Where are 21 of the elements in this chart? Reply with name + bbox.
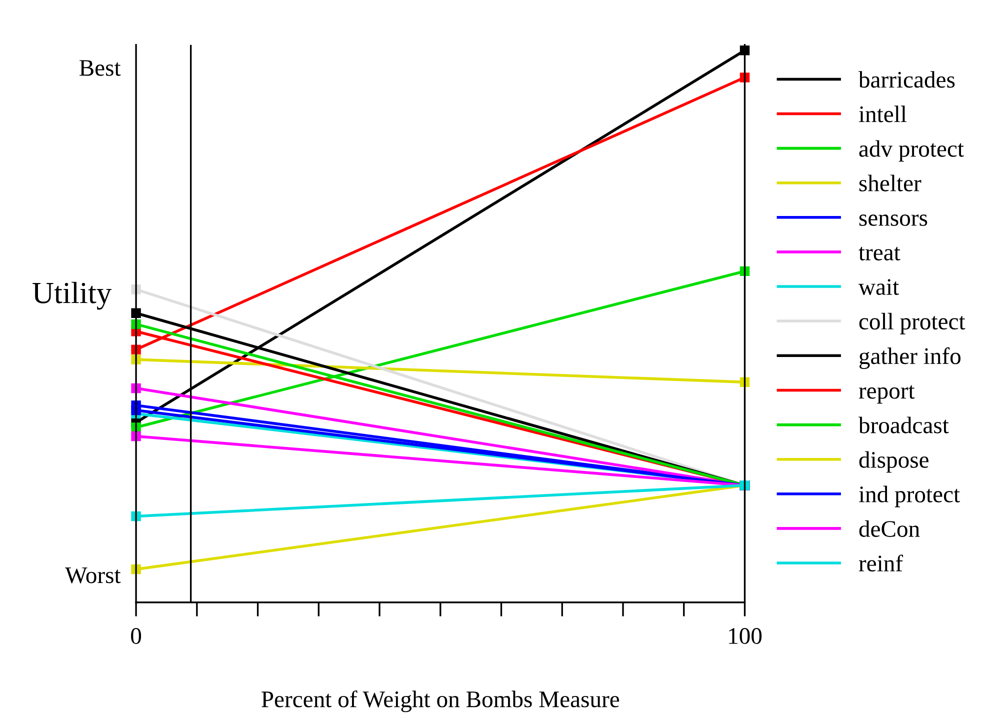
- legend-label: wait: [858, 279, 899, 295]
- legend-label: report: [858, 385, 915, 404]
- legend-label: adv protect: [859, 140, 964, 162]
- legend-label: dispose: [859, 451, 928, 473]
- legend-label: ind protect: [858, 486, 960, 508]
- legend-label: reinf: [858, 554, 904, 572]
- text: Worst: [65, 567, 121, 584]
- x-tick-label: 0: [131, 628, 142, 644]
- legend-label: gather info: [859, 347, 960, 370]
- text: Best: [80, 60, 121, 76]
- legend-label: sensors: [859, 214, 928, 226]
- legend-label: intell: [858, 106, 907, 122]
- legend-label: treat: [858, 246, 900, 260]
- legend-label: shelter: [859, 174, 922, 192]
- y-axis-title: Utility: [32, 282, 112, 310]
- legend-label: barricades: [858, 71, 955, 88]
- x-tick-label: 100: [729, 628, 762, 644]
- legend-label: coll protect: [859, 312, 966, 334]
- legend-label: broadcast: [858, 416, 949, 434]
- x-axis-title: Percent of Weight on Bombs Measure: [262, 690, 620, 712]
- legend-label: deCon: [859, 520, 920, 537]
